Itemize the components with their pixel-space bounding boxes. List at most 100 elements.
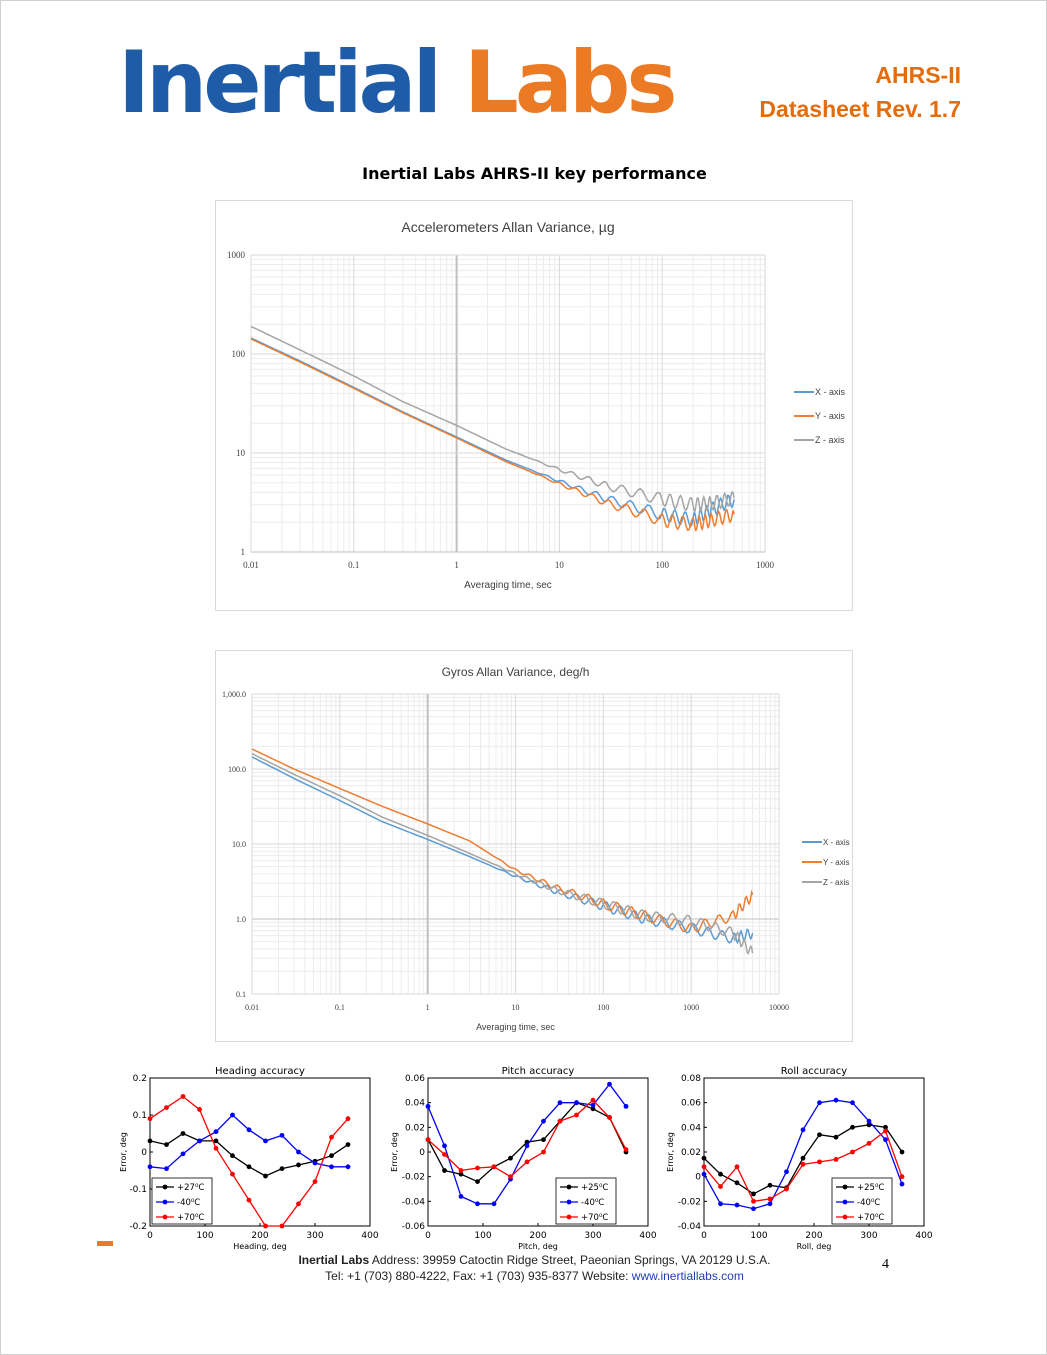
- data-point-25-c: [734, 1180, 740, 1186]
- data-point-70-c: [425, 1137, 431, 1143]
- chart-title: Accelerometers Allan Variance, µg: [401, 219, 614, 235]
- data-point-70-c: [590, 1097, 596, 1103]
- y-tick-label: 0.06: [405, 1074, 425, 1084]
- product-name: AHRS-II: [875, 62, 961, 88]
- data-point-70-c: [230, 1171, 235, 1177]
- page-number: 4: [882, 1257, 889, 1272]
- data-point-70-c: [524, 1159, 530, 1165]
- data-point-70-c: [701, 1164, 707, 1170]
- data-point-40-c: [246, 1127, 252, 1133]
- x-tick-label: 0.1: [348, 560, 359, 570]
- data-point-70-c: [623, 1147, 629, 1152]
- x-tick-label: 1: [454, 560, 459, 570]
- data-point-40-c: [491, 1201, 497, 1207]
- data-point-70-c: [784, 1186, 789, 1192]
- accelerometers-allan-chart: Accelerometers Allan Variance, µg 0.01 0.1…: [215, 200, 853, 611]
- chart-title: Heading accuracy: [215, 1066, 305, 1077]
- data-point-25-c: [767, 1182, 773, 1188]
- data-point-70-c: [279, 1223, 285, 1229]
- data-point-25-c: [850, 1124, 855, 1130]
- data-point-25-c: [833, 1134, 839, 1140]
- y-tick-label: 0.04: [681, 1123, 701, 1133]
- x-axis-label: Roll, deg: [797, 1242, 832, 1251]
- legend-label-70-c: +70⁰C: [177, 1213, 204, 1223]
- heading-accuracy-chart: Heading accuracy 0 100 200 300 400 -0.2 -0.1 0 0.…: [108, 1058, 384, 1254]
- legend-marker-70-c: [566, 1214, 572, 1220]
- data-point-70-c: [475, 1165, 480, 1171]
- data-point-40-c: [345, 1164, 351, 1170]
- section-title: Inertial Labs AHRS-II key performance: [362, 164, 707, 183]
- x-tick-label: 400: [639, 1231, 656, 1241]
- data-point-40-c: [866, 1118, 872, 1124]
- x-tick-label: 1000: [756, 560, 775, 570]
- data-point-70-c: [442, 1152, 447, 1157]
- data-point-25-c: [883, 1124, 888, 1130]
- data-point-27-c: [279, 1166, 285, 1172]
- legend-label-y-axis: Y - axis: [815, 411, 845, 421]
- data-point-40-c: [590, 1102, 596, 1108]
- x-tick-label: 10000: [769, 1003, 789, 1012]
- data-point-25-c: [751, 1191, 756, 1197]
- website-link[interactable]: www.inertiallabs.com: [631, 1269, 744, 1283]
- legend-label-25-c: +25⁰C: [581, 1183, 608, 1193]
- data-point-40-c: [623, 1103, 629, 1109]
- data-point-70-c: [263, 1223, 268, 1229]
- data-point-40-c: [230, 1112, 235, 1118]
- footer-company: Inertial Labs: [298, 1253, 370, 1267]
- y-tick-label: 1.0: [236, 915, 246, 924]
- legend-label-40-c: -40⁰C: [581, 1198, 604, 1208]
- x-tick-label: 100: [597, 1003, 609, 1012]
- y-axis-label: Error, deg: [666, 1132, 675, 1172]
- x-axis-label: Averaging time, sec: [464, 580, 552, 591]
- series-line-z-axis: [251, 753, 754, 955]
- gyros-allan-chart: Gyros Allan Variance, deg/h 0.01 0.1 1 10 100…: [215, 650, 853, 1042]
- x-tick-label: 200: [529, 1231, 546, 1241]
- series-line-y-axis: [251, 748, 754, 933]
- x-tick-label: 0.01: [245, 1003, 259, 1012]
- y-tick-label: 0.06: [681, 1099, 701, 1109]
- legend-marker-25-c: [842, 1184, 848, 1190]
- y-tick-label: -0.02: [402, 1173, 425, 1183]
- data-point-70-c: [197, 1107, 202, 1112]
- chart-title: Roll accuracy: [781, 1066, 848, 1077]
- y-tick-label: 10.0: [232, 840, 246, 849]
- series-line-x-axis: [251, 756, 754, 945]
- x-tick-label: 100: [196, 1231, 213, 1241]
- data-point-40-c: [850, 1100, 855, 1106]
- y-tick-label: -0.06: [402, 1222, 426, 1232]
- data-point-70-c: [458, 1168, 464, 1173]
- footer-address: Address: 39959 Catoctin Ridge Street, Pa…: [369, 1253, 771, 1267]
- data-point-70-c: [312, 1179, 318, 1184]
- x-tick-label: 0: [147, 1231, 153, 1241]
- data-point-70-c: [574, 1112, 579, 1118]
- data-point-70-c: [850, 1149, 855, 1155]
- y-tick-label: 0: [695, 1173, 701, 1183]
- data-point-70-c: [817, 1159, 822, 1165]
- data-point-70-c: [899, 1174, 905, 1180]
- series-line-z-axis: [250, 325, 735, 514]
- data-point-40-c: [425, 1103, 431, 1109]
- y-tick-label: -0.04: [678, 1222, 702, 1232]
- y-tick-label: 0.2: [133, 1074, 147, 1084]
- data-point-40-c: [883, 1137, 888, 1143]
- data-point-40-c: [475, 1201, 480, 1207]
- data-point-40-c: [767, 1201, 773, 1207]
- y-tick-label: 0.1: [133, 1111, 147, 1121]
- legend-label-z-axis: Z - axis: [815, 435, 845, 445]
- data-point-40-c: [541, 1118, 546, 1124]
- y-tick-label: -0.02: [678, 1197, 701, 1207]
- footer-address-line: Inertial Labs Address: 39959 Catoctin Ri…: [0, 1252, 1047, 1268]
- data-point-70-c: [164, 1105, 169, 1110]
- x-tick-label: 200: [251, 1231, 268, 1241]
- legend-label-y-axis: Y - axis: [823, 858, 850, 867]
- data-point-27-c: [147, 1138, 153, 1144]
- data-point-40-c: [458, 1194, 464, 1199]
- data-point-27-c: [230, 1153, 235, 1159]
- data-point-40-c: [442, 1143, 447, 1149]
- legend-label-x-axis: X - axis: [815, 387, 846, 397]
- x-tick-label: 0.1: [335, 1003, 345, 1012]
- footer-contact-line: Tel: +1 (703) 880-4222, Fax: +1 (703) 93…: [0, 1268, 1047, 1284]
- data-point-70-c: [883, 1128, 888, 1134]
- data-point-25-c: [475, 1179, 480, 1184]
- data-point-40-c: [607, 1081, 612, 1087]
